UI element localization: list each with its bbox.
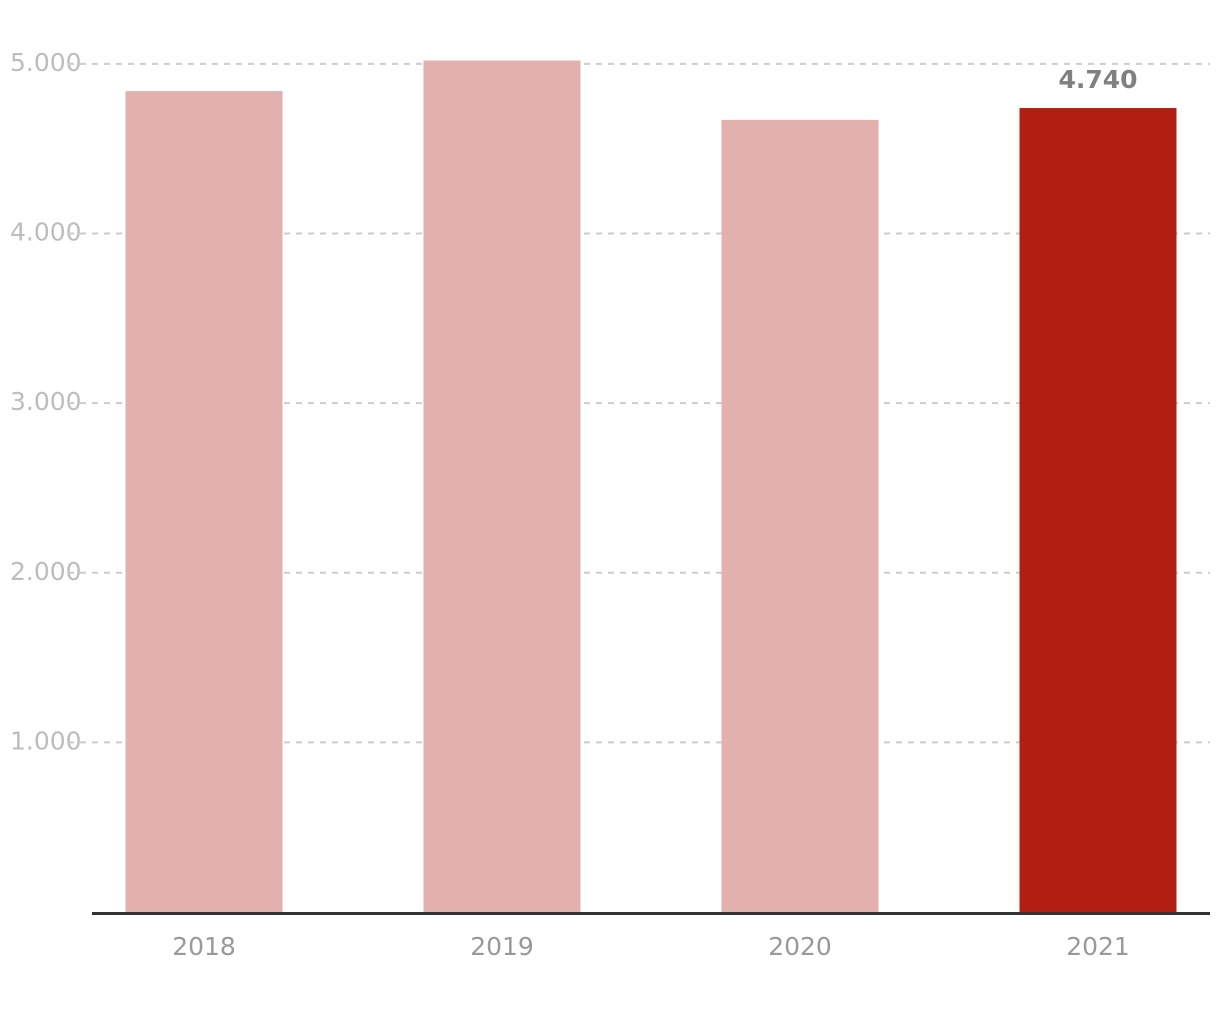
y-tick-label: 3.000 <box>10 387 82 416</box>
x-tick-label: 2021 <box>1066 932 1130 961</box>
x-tick-label: 2019 <box>470 932 534 961</box>
y-tick-label: 2.000 <box>10 557 82 586</box>
y-tick-label: 4.000 <box>10 218 82 247</box>
bar <box>125 91 283 913</box>
x-tick-label: 2020 <box>768 932 832 961</box>
x-tick-label: 2018 <box>172 932 236 961</box>
bar <box>721 119 879 912</box>
y-tick-label: 5.000 <box>10 48 82 77</box>
bar <box>423 60 581 913</box>
bar <box>1019 108 1177 913</box>
y-tick-label: 1.000 <box>10 726 82 755</box>
data-label: 4.740 <box>1058 65 1137 94</box>
